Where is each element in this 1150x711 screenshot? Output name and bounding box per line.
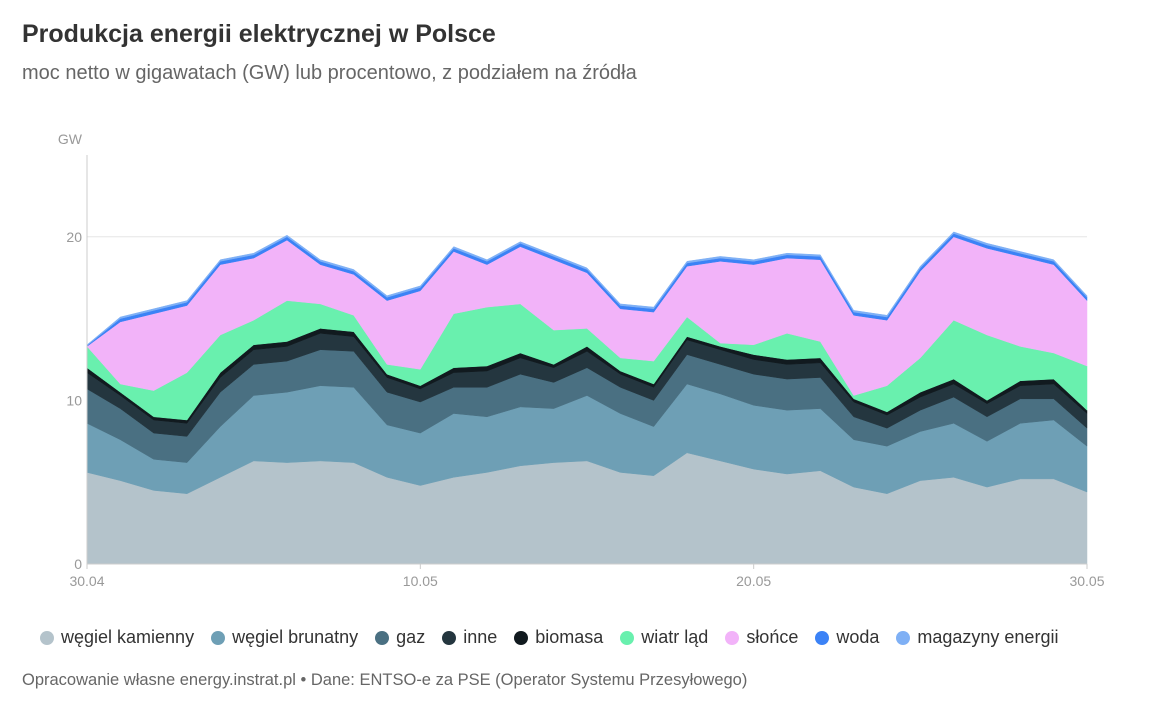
legend-item[interactable]: woda [815,627,879,648]
x-tick-label: 30.04 [69,573,104,589]
legend-item[interactable]: magazyny energii [896,627,1058,648]
legend-swatch [896,630,911,645]
legend-label: węgiel kamienny [61,627,195,647]
chart-subtitle: moc netto w gigawatach (GW) lub procento… [22,62,637,84]
chart-title: Produkcja energii elektrycznej w Polsce [22,20,496,48]
y-axis-label: GW [58,131,83,147]
legend-label: węgiel brunatny [232,627,359,647]
legend-swatch [375,630,390,645]
source-footer: Opracowanie własne energy.instrat.pl • D… [22,671,748,689]
y-tick-label: 20 [66,229,82,245]
chart-legend: węgiel kamienny węgiel brunatny gaz inne bio… [40,627,1075,648]
y-tick-label: 0 [74,556,82,572]
legend-swatch [514,630,529,645]
legend-swatch [620,630,635,645]
legend-label: woda [836,627,880,647]
y-tick-label: 10 [66,392,82,408]
area-magazyny-energii [86,231,1088,347]
x-tick-label: 10.05 [403,573,438,589]
legend-swatch [442,630,457,645]
legend-swatch [725,630,740,645]
legend-item[interactable]: węgiel brunatny [211,627,358,648]
legend-swatch [40,630,54,645]
legend-item[interactable]: węgiel kamienny [40,627,194,648]
legend-item[interactable]: wiatr ląd [620,627,708,648]
legend-label: wiatr ląd [641,627,709,647]
x-tick-label: 30.05 [1069,573,1104,589]
legend-item[interactable]: inne [442,627,497,648]
legend-item[interactable]: słońce [725,627,798,648]
legend-label: inne [463,627,498,647]
legend-swatch [211,630,226,645]
legend-item[interactable]: biomasa [514,627,603,648]
legend-swatch [815,630,830,645]
stacked-area-chart: 0 10 20 GW 30.04 10.05 20.05 30.05 [58,131,1105,589]
legend-label: magazyny energii [917,627,1059,647]
legend-label: słońce [746,627,799,647]
x-tick-label: 20.05 [736,573,771,589]
legend-item[interactable]: gaz [375,627,425,648]
legend-label: gaz [396,627,426,647]
legend-label: biomasa [535,627,604,647]
